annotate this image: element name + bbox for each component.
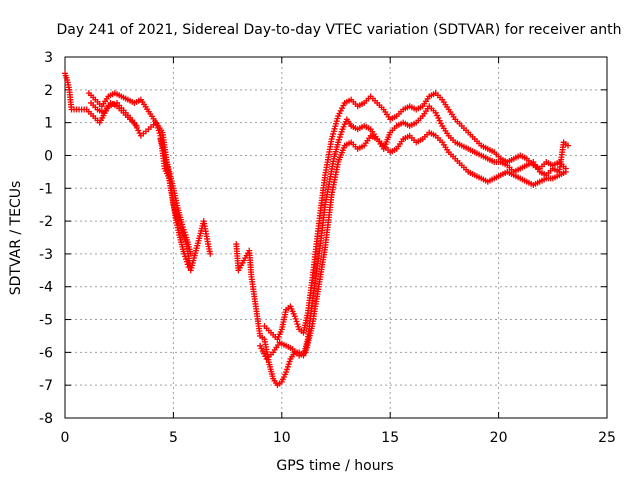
data-point <box>207 250 214 257</box>
series-track-b <box>85 90 569 343</box>
plot-frame <box>64 56 608 419</box>
data-point <box>564 142 571 149</box>
x-axis-label: GPS time / hours <box>276 458 393 474</box>
x-tick-label: 5 <box>169 430 178 446</box>
y-tick-label: 3 <box>44 50 53 66</box>
y-tick-label: -8 <box>39 411 53 427</box>
x-tick-label: 10 <box>273 430 291 446</box>
series-track-c <box>88 99 569 362</box>
axes <box>64 56 608 419</box>
x-tick-label: 15 <box>381 430 399 446</box>
x-tick-label: 25 <box>598 430 616 446</box>
y-tick-label: -4 <box>39 280 53 296</box>
y-axis-label: SDTVAR / TECUs <box>8 181 24 296</box>
x-tick-label: 20 <box>490 430 508 446</box>
data-point <box>185 264 192 271</box>
y-tick-label: -5 <box>39 313 53 329</box>
x-tick-label: 0 <box>61 430 70 446</box>
y-tick-label: 1 <box>44 116 53 132</box>
data-point <box>562 168 569 175</box>
y-tick-label: -1 <box>39 181 53 197</box>
y-tick-label: 2 <box>44 83 53 99</box>
y-tick-label: -7 <box>39 378 53 394</box>
series-track-a <box>62 70 571 389</box>
data-point <box>133 122 140 129</box>
data-point <box>187 250 194 257</box>
y-tick-label: 0 <box>44 148 53 164</box>
y-tick-label: -2 <box>39 214 53 230</box>
chart-title: Day 241 of 2021, Sidereal Day-to-day VTE… <box>56 22 621 38</box>
y-tick-label: -3 <box>39 247 53 263</box>
data-marks <box>62 70 571 389</box>
y-tick-label: -6 <box>39 345 53 361</box>
